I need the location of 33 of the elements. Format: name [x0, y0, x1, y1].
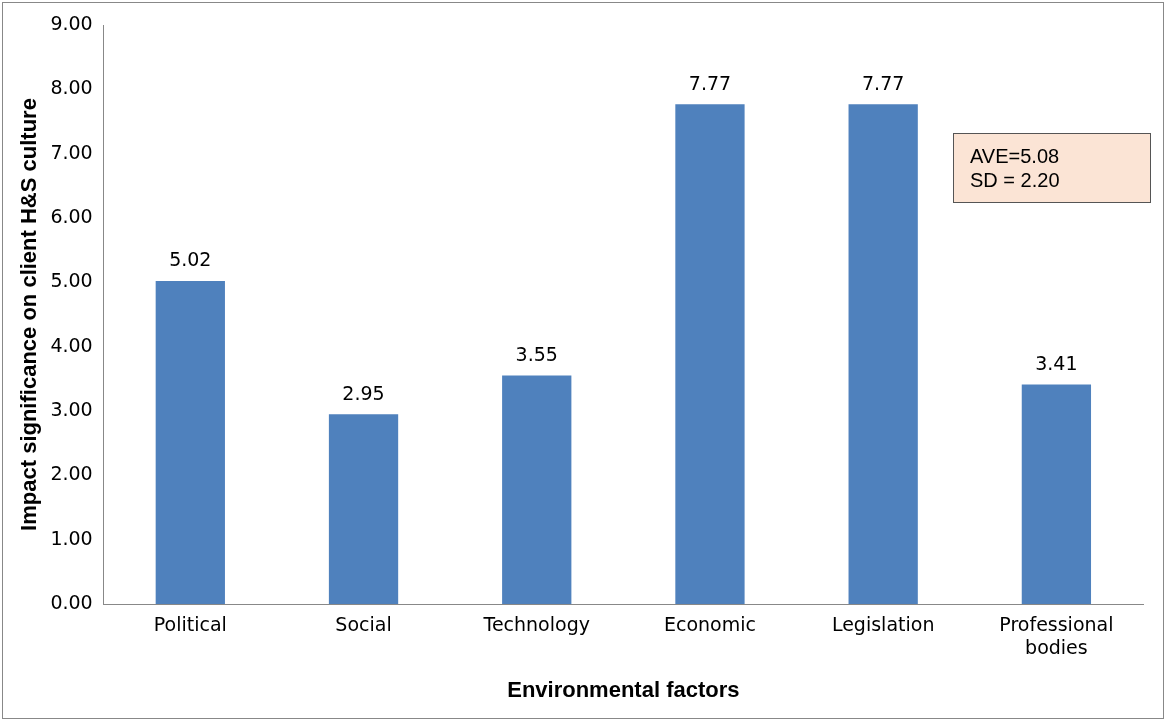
y-tick-label: 2.00: [50, 462, 93, 485]
y-tick-label: 3.00: [50, 397, 93, 420]
y-tick-label: 8.00: [50, 76, 93, 99]
y-axis-title: Impact significance on client H&S culture: [16, 98, 42, 531]
annotation: AVE=5.08: [970, 144, 1061, 168]
bar: [502, 375, 572, 604]
x-tick-label: Professional bodies: [999, 613, 1114, 659]
text-box: AVE=5.08 SD = 2.20: [953, 133, 1151, 203]
x-tick-label: Legislation: [831, 613, 935, 636]
bar: [675, 104, 745, 604]
data-label: 7.77: [688, 71, 732, 94]
bar: [155, 281, 225, 604]
y-tick-label: 5.00: [50, 269, 93, 292]
bar: [1021, 384, 1092, 604]
data-label: 7.77: [862, 71, 905, 94]
y-tick-label: 9.00: [50, 11, 93, 34]
bar: [848, 104, 918, 604]
x-tick-label: Social: [335, 613, 392, 636]
bar: [328, 414, 399, 604]
y-tick-label: 0.00: [50, 590, 93, 613]
x-tick-label: Political: [153, 613, 227, 636]
y-tick-label: 4.00: [50, 333, 93, 356]
data-label: 3.41: [1035, 352, 1078, 375]
data-label: 2.95: [342, 381, 385, 404]
x-tick-label: Technology: [482, 613, 590, 636]
x-axis-title: Environmental factors: [507, 676, 740, 702]
y-tick-label: 7.00: [50, 140, 93, 163]
data-label: 3.55: [515, 343, 558, 366]
data-label: 5.02: [169, 248, 212, 271]
y-tick-label: 1.00: [50, 526, 93, 549]
x-tick-label: Economic: [663, 613, 756, 636]
annotation: SD = 2.20: [970, 168, 1061, 192]
y-tick-label: 6.00: [50, 204, 93, 227]
